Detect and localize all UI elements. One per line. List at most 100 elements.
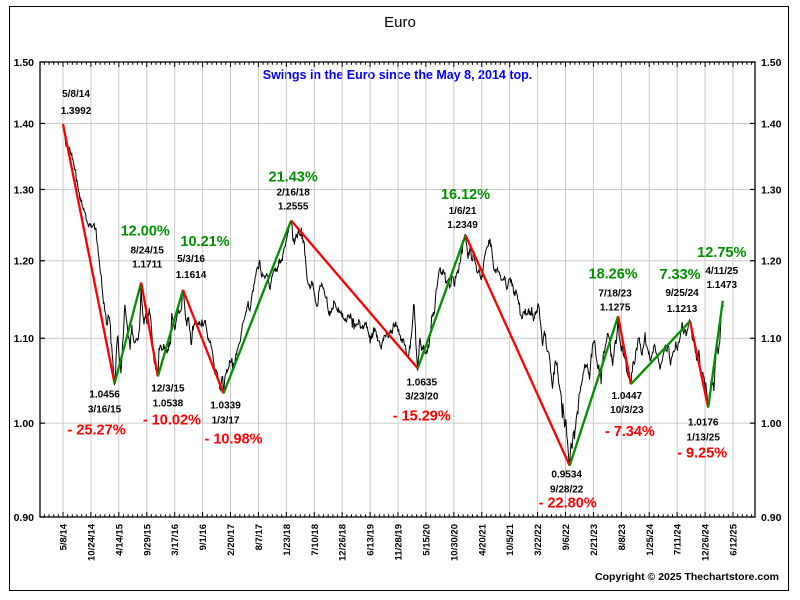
swing-label-line2: 3/16/15 [88,404,122,415]
decline-percent-label: - 22.80% [539,496,597,512]
y-tick-label-left: 1.40 [14,118,35,130]
x-tick-label: 9/29/15 [142,523,153,555]
decline-percent-label: - 9.25% [677,446,727,462]
rally-trend-line [222,220,293,394]
swing-annotations: 5/8/14 1.3992 1.0456 3/16/15 - 25.27% 8/24/15… [61,89,747,512]
decline-trend-line [464,234,571,467]
x-tick-label: 8/7/17 [254,524,265,550]
y-tick-label-right: 1.40 [761,118,782,130]
swing-label-line1: 12/3/15 [151,383,185,394]
gridlines [40,62,755,517]
x-tick-label: 7/11/24 [673,523,684,555]
rally-percent-label: 21.43% [269,169,318,185]
chart-subtitle: Swings in the Euro since the May 8, 2014… [262,68,533,82]
x-tick-label: 8/8/23 [617,524,628,550]
x-tick-label: 2/21/23 [589,524,600,556]
decline-percent-label: - 15.29% [393,408,451,424]
y-tick-label-left: 1.30 [14,184,35,196]
x-axis-labels: 5/8/14 10/24/14 4/14/15 9/29/15 3/17/16 9/1/1… [59,523,740,561]
rally-percent-label: 7.33% [659,267,700,283]
x-tick-label: 10/30/20 [449,524,460,561]
x-tick-label: 5/8/14 [59,523,70,550]
swing-label-line1: 7/18/23 [598,288,632,299]
x-tick-label: 1/23/18 [282,524,293,556]
swing-label-line2: 9/28/22 [550,485,584,496]
rally-trend-line [156,289,185,377]
swing-label-line2: 1/13/25 [687,433,721,444]
swing-label-line2: 1/3/17 [212,415,240,426]
y-tick-label-right: 1.10 [761,333,782,345]
swing-label-line1: 8/24/15 [131,245,165,256]
x-tick-label: 1/25/24 [645,523,656,555]
y-axis-labels: 1.50 1.50 1.40 1.40 1.30 1.30 1.20 1.20 1.10 1.10… [14,57,782,524]
x-tick-label: 2/20/17 [226,524,237,556]
swing-label-line1: 1.0456 [89,389,120,400]
chart-frame-border [9,6,789,591]
swing-label-line1: 1.0447 [612,391,643,402]
y-tick-label-right: 0.90 [761,512,782,524]
decline-trend-line [616,316,632,385]
swing-label-line2: 1.3992 [61,106,92,117]
x-tick-label: 10/5/21 [505,523,516,555]
swing-label-line2: 1.1711 [132,259,162,270]
decline-percent-label: - 25.27% [68,422,126,438]
swing-label-line2: 1.1275 [600,302,631,313]
x-tick-label: 4/20/21 [477,523,488,555]
swing-trend-lines [61,123,724,467]
copyright-notice: Copyright © 2025 Thechartstore.com [595,571,779,583]
decline-trend-line [140,282,160,377]
decline-trend-line [181,289,225,394]
y-tick-label-right: 1.30 [761,184,782,196]
decline-trend-line [688,320,710,408]
x-tick-label: 10/24/14 [86,523,97,561]
rally-trend-line [630,320,691,385]
axis-ticks [40,61,755,518]
swing-label-line2: 1.2555 [278,201,309,212]
swing-label-line1: 1.0339 [210,400,241,411]
swing-label-line1: 1.0176 [688,418,719,429]
decline-percent-label: - 10.02% [143,412,201,428]
swing-label-line2: 1.1213 [667,304,698,315]
swing-label-line1: 2/16/18 [276,187,310,198]
y-tick-label-right: 1.50 [761,57,782,69]
decline-trend-line [61,123,116,384]
swing-label-line1: 0.9534 [551,470,582,481]
swing-label-line1: 5/3/16 [177,254,205,265]
swing-label-line1: 9/25/24 [665,288,699,299]
y-tick-label-right: 1.20 [761,256,782,268]
decline-trend-line [290,219,419,370]
x-tick-label: 5/15/20 [421,524,432,556]
rally-percent-label: 12.00% [121,223,170,239]
rally-percent-label: 18.26% [589,266,638,282]
swing-label-line1: 1.0635 [406,377,437,388]
y-tick-label-right: 1.00 [761,418,782,430]
y-tick-label-left: 1.50 [14,57,35,69]
x-tick-label: 3/17/16 [170,524,181,556]
swing-label-line2: 1.1473 [706,280,737,291]
chart-title: Euro [384,14,416,31]
swing-label-line2: 1.2349 [447,220,478,231]
decline-percent-label: - 7.34% [605,424,655,440]
x-tick-label: 6/12/25 [729,523,740,555]
y-tick-label-left: 1.00 [14,418,35,430]
swing-label-line2: 3/23/20 [405,391,439,402]
rally-trend-line [707,300,724,408]
rally-trend-line [568,315,620,467]
y-tick-label-left: 1.10 [14,333,35,345]
rally-percent-label: 16.12% [441,187,490,203]
swing-label-line1: 4/11/25 [705,266,738,277]
swing-label-line2: 1.0538 [153,398,184,409]
x-tick-label: 9/6/22 [561,524,572,550]
y-tick-label-left: 0.90 [14,512,35,524]
rally-percent-label: 10.21% [180,234,229,250]
rally-trend-line [416,234,467,369]
x-tick-label: 6/13/19 [366,524,377,556]
x-tick-label: 7/10/18 [310,524,321,556]
swing-label-line1: 1/6/21 [449,206,477,217]
rally-percent-label: 12.75% [697,245,746,261]
swing-label-line1: 5/8/14 [62,89,90,100]
x-tick-label: 3/22/22 [533,524,544,556]
y-tick-label-left: 1.20 [14,256,35,268]
